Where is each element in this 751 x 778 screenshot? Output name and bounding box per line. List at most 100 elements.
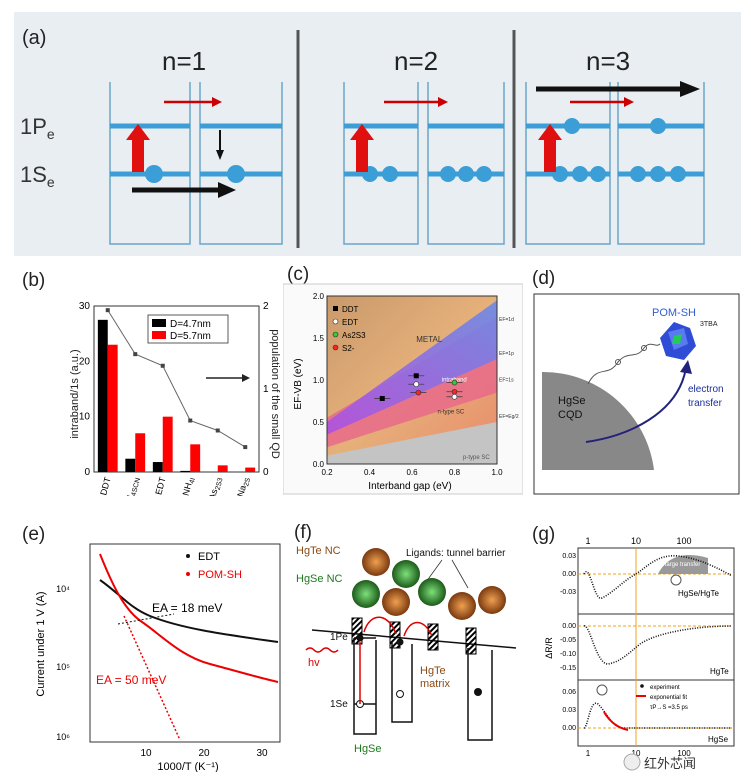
c-region-label-2: n-type SC (438, 410, 465, 416)
panel-e-label: (e) (22, 524, 45, 545)
pom-sh-label: POM-SH (652, 307, 696, 319)
g-y2-2: -0.10 (560, 651, 576, 658)
g-y1-2: -0.03 (560, 589, 576, 596)
panel-b-ylabel: intraband/1s (a.u.) (69, 349, 81, 438)
ligand-node-1 (615, 359, 621, 365)
b-pop-point-0 (105, 308, 110, 313)
g-subplot-1 (577, 547, 735, 615)
c-legend-marker-1 (332, 318, 339, 325)
electron-transfer-arrow (585, 367, 687, 443)
c-legend-marker-2 (332, 331, 339, 338)
charge-transfer-area (658, 555, 708, 574)
c-xtick-2: 0.6 (406, 468, 418, 477)
panel-e-ylabel: Current under 1 V (A) (35, 591, 47, 696)
panel-a-label: (a) (22, 27, 46, 49)
c-xtick-3: 0.8 (449, 468, 461, 477)
e-ytick-2: 10⁶ (56, 732, 70, 742)
g-y3-0: 0.06 (562, 689, 576, 696)
pom-legend-dot (186, 572, 190, 576)
legend-d57: D=5.7nm (170, 331, 211, 342)
electron-label: electron (688, 384, 724, 395)
panel-b-xlabels: DDT NH4SCN EDT NH4I As2S3 Na2S (98, 475, 252, 496)
cqd-label-1: HgSe (558, 395, 586, 407)
g-trace-3 (583, 702, 732, 729)
b-pop-point-3 (188, 418, 193, 423)
b-population-path (107, 309, 246, 448)
electron-mid (396, 638, 404, 646)
g-top-tick-1: 1 (585, 536, 590, 546)
conduction-level (311, 629, 517, 649)
g-bottom-tick-10: 10 (632, 749, 641, 758)
c-ytick-0: 0.0 (313, 460, 325, 469)
g-legend-1: experiment (650, 685, 680, 691)
level-1p-label: 1Pe (20, 114, 55, 142)
b-xlabel-0: DDT (98, 475, 113, 496)
b-xlabel-4: As2S3 (207, 476, 225, 496)
pom-curve (99, 553, 279, 683)
c-line-label-1: EF=1p (499, 351, 514, 357)
hop-arrow-2 (403, 621, 433, 637)
panel-f-label: (f) (294, 522, 312, 543)
g-y2-0: 0.00 (562, 623, 576, 630)
panel-f-diagram: (f) HgTe NC HgSe NC Ligands: tunnel barr… (294, 522, 517, 755)
legend-swatch-red (152, 331, 166, 339)
b-pop-point-4 (215, 428, 220, 433)
hgse-nc-label: HgSe NC (296, 573, 343, 585)
c-ytick-1: 0.5 (313, 418, 325, 427)
photon-wave (305, 647, 339, 653)
c-ytick-3: 1.5 (313, 334, 325, 343)
hgse-bottom-label: HgSe (354, 743, 382, 755)
n1-red-arrowhead (212, 97, 222, 107)
panel-c-label: (c) (287, 264, 309, 285)
panel-e-xlabel: 1000/T (K⁻¹) (157, 761, 218, 772)
panel-e-frame (89, 543, 281, 743)
electron-transfer-arrowhead (680, 360, 692, 374)
c-region-label-3: p-type SC (463, 455, 490, 461)
c-point-1 (413, 373, 419, 379)
ligand-pointer-1 (425, 559, 443, 583)
edt-fit-line (117, 613, 175, 625)
c-ytick-4: 2.0 (313, 292, 325, 301)
c-legend-0: DDT (342, 305, 359, 314)
panel-b-chart: (b) intraband/1s (a.u.) population of th… (22, 270, 280, 496)
g-tau: τP→S =3.5 ps (650, 705, 688, 711)
panel-b-frame (93, 305, 260, 473)
c-xtick-0: 0.2 (321, 468, 333, 477)
b-y2tick-2: 2 (263, 301, 269, 312)
g-y1-1: 0.00 (562, 571, 576, 578)
panel-c-chart: (c) 0.2 0.4 0.6 0.8 1.0 0.0 0.5 1.0 1.5 2.0 EF=1d E… (283, 264, 523, 495)
legend-swatch-black (152, 319, 166, 327)
g-top-tick-100: 100 (676, 536, 691, 546)
n2-label: n=2 (394, 46, 438, 76)
matrix-label-1: HgTe (420, 665, 446, 677)
g-marker-iii (670, 574, 682, 586)
e-xtick-2: 30 (256, 748, 268, 759)
ligands-label: Ligands: tunnel barrier (406, 548, 506, 559)
panel-b-label: (b) (22, 270, 45, 291)
panel-c-plot-area: 0.2 0.4 0.6 0.8 1.0 0.0 0.5 1.0 1.5 2.0 EF=1d EF=1p… (313, 292, 519, 477)
ligand-chain (587, 343, 661, 385)
n1-wells (109, 82, 283, 245)
n1-electron-1 (145, 165, 163, 183)
n3-excitation-arrow (538, 124, 562, 172)
ligand-node-2 (641, 345, 647, 351)
g-y2-1: -0.05 (560, 637, 576, 644)
panel-b-bars (97, 319, 256, 472)
panel-b-population-line (105, 308, 248, 450)
nanocrystal-array (352, 548, 506, 620)
b-y2tick-0: 0 (263, 467, 269, 478)
edt-legend-dot (186, 554, 190, 558)
n3-red-arrowhead (624, 97, 634, 107)
c-line-label-3: EF=Eg/2 (499, 414, 519, 420)
hgse-cqd-particle (542, 371, 654, 470)
e-ytick-1: 10⁵ (56, 662, 70, 672)
b-pop-point-1 (133, 352, 138, 357)
b-bar-1-2 (162, 416, 173, 472)
n3-label: n=3 (586, 46, 630, 76)
1pe-label: 1Pe (330, 632, 348, 643)
c-line-label-2: EF=1s (499, 378, 514, 384)
c-p-type-region (327, 422, 497, 464)
panel-a: (a) n=1 n=2 n=3 1Pe 1Se (14, 12, 741, 256)
b-ytick-1: 10 (79, 412, 91, 423)
b-xlabel-3: NH4I (181, 476, 197, 496)
